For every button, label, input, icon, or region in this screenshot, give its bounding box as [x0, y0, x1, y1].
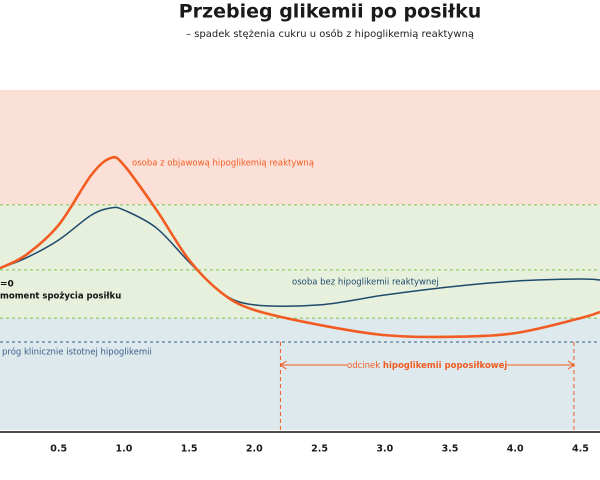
band	[0, 204, 600, 319]
x-tick-label: 1.5	[181, 444, 198, 455]
band	[0, 318, 600, 430]
start-note: =0	[0, 280, 14, 290]
span-label-bold: hipoglikemii poposiłkowej	[383, 361, 507, 371]
x-tick-label: 2.0	[246, 444, 263, 455]
arrow-head	[567, 360, 575, 370]
background	[0, 90, 600, 430]
chart-subtitle: – spadek stężenia cukru u osób z hipogli…	[186, 28, 474, 40]
x-tick-label: 4.5	[572, 444, 589, 455]
x-tick-label: 4.0	[507, 444, 524, 455]
span-label-plain: odcinek	[347, 361, 380, 371]
threshold-label: próg klinicznie istotnej hipoglikemii	[2, 346, 152, 357]
x-tick-label: 1.0	[115, 444, 132, 455]
x-tick-label: 2.5	[311, 444, 328, 455]
span-label: odcinek hipoglikemii poposiłkowej	[347, 361, 507, 371]
span-label-bg	[347, 357, 508, 374]
chart-title: Przebieg glikemii po posiłku	[179, 1, 482, 23]
x-tick-label: 3.5	[442, 444, 459, 455]
band	[0, 90, 600, 205]
series-label: osoba z objawową hipoglikemią reaktywną	[132, 159, 314, 169]
x-tick-label: 0.5	[50, 444, 67, 455]
series-label: osoba bez hipoglikemii reaktywnej	[292, 278, 439, 288]
start-note: moment spożycia posiłku	[0, 292, 121, 302]
arrow-head	[279, 360, 287, 370]
x-tick-label: 3.0	[376, 444, 393, 455]
series-line	[0, 155, 600, 339]
